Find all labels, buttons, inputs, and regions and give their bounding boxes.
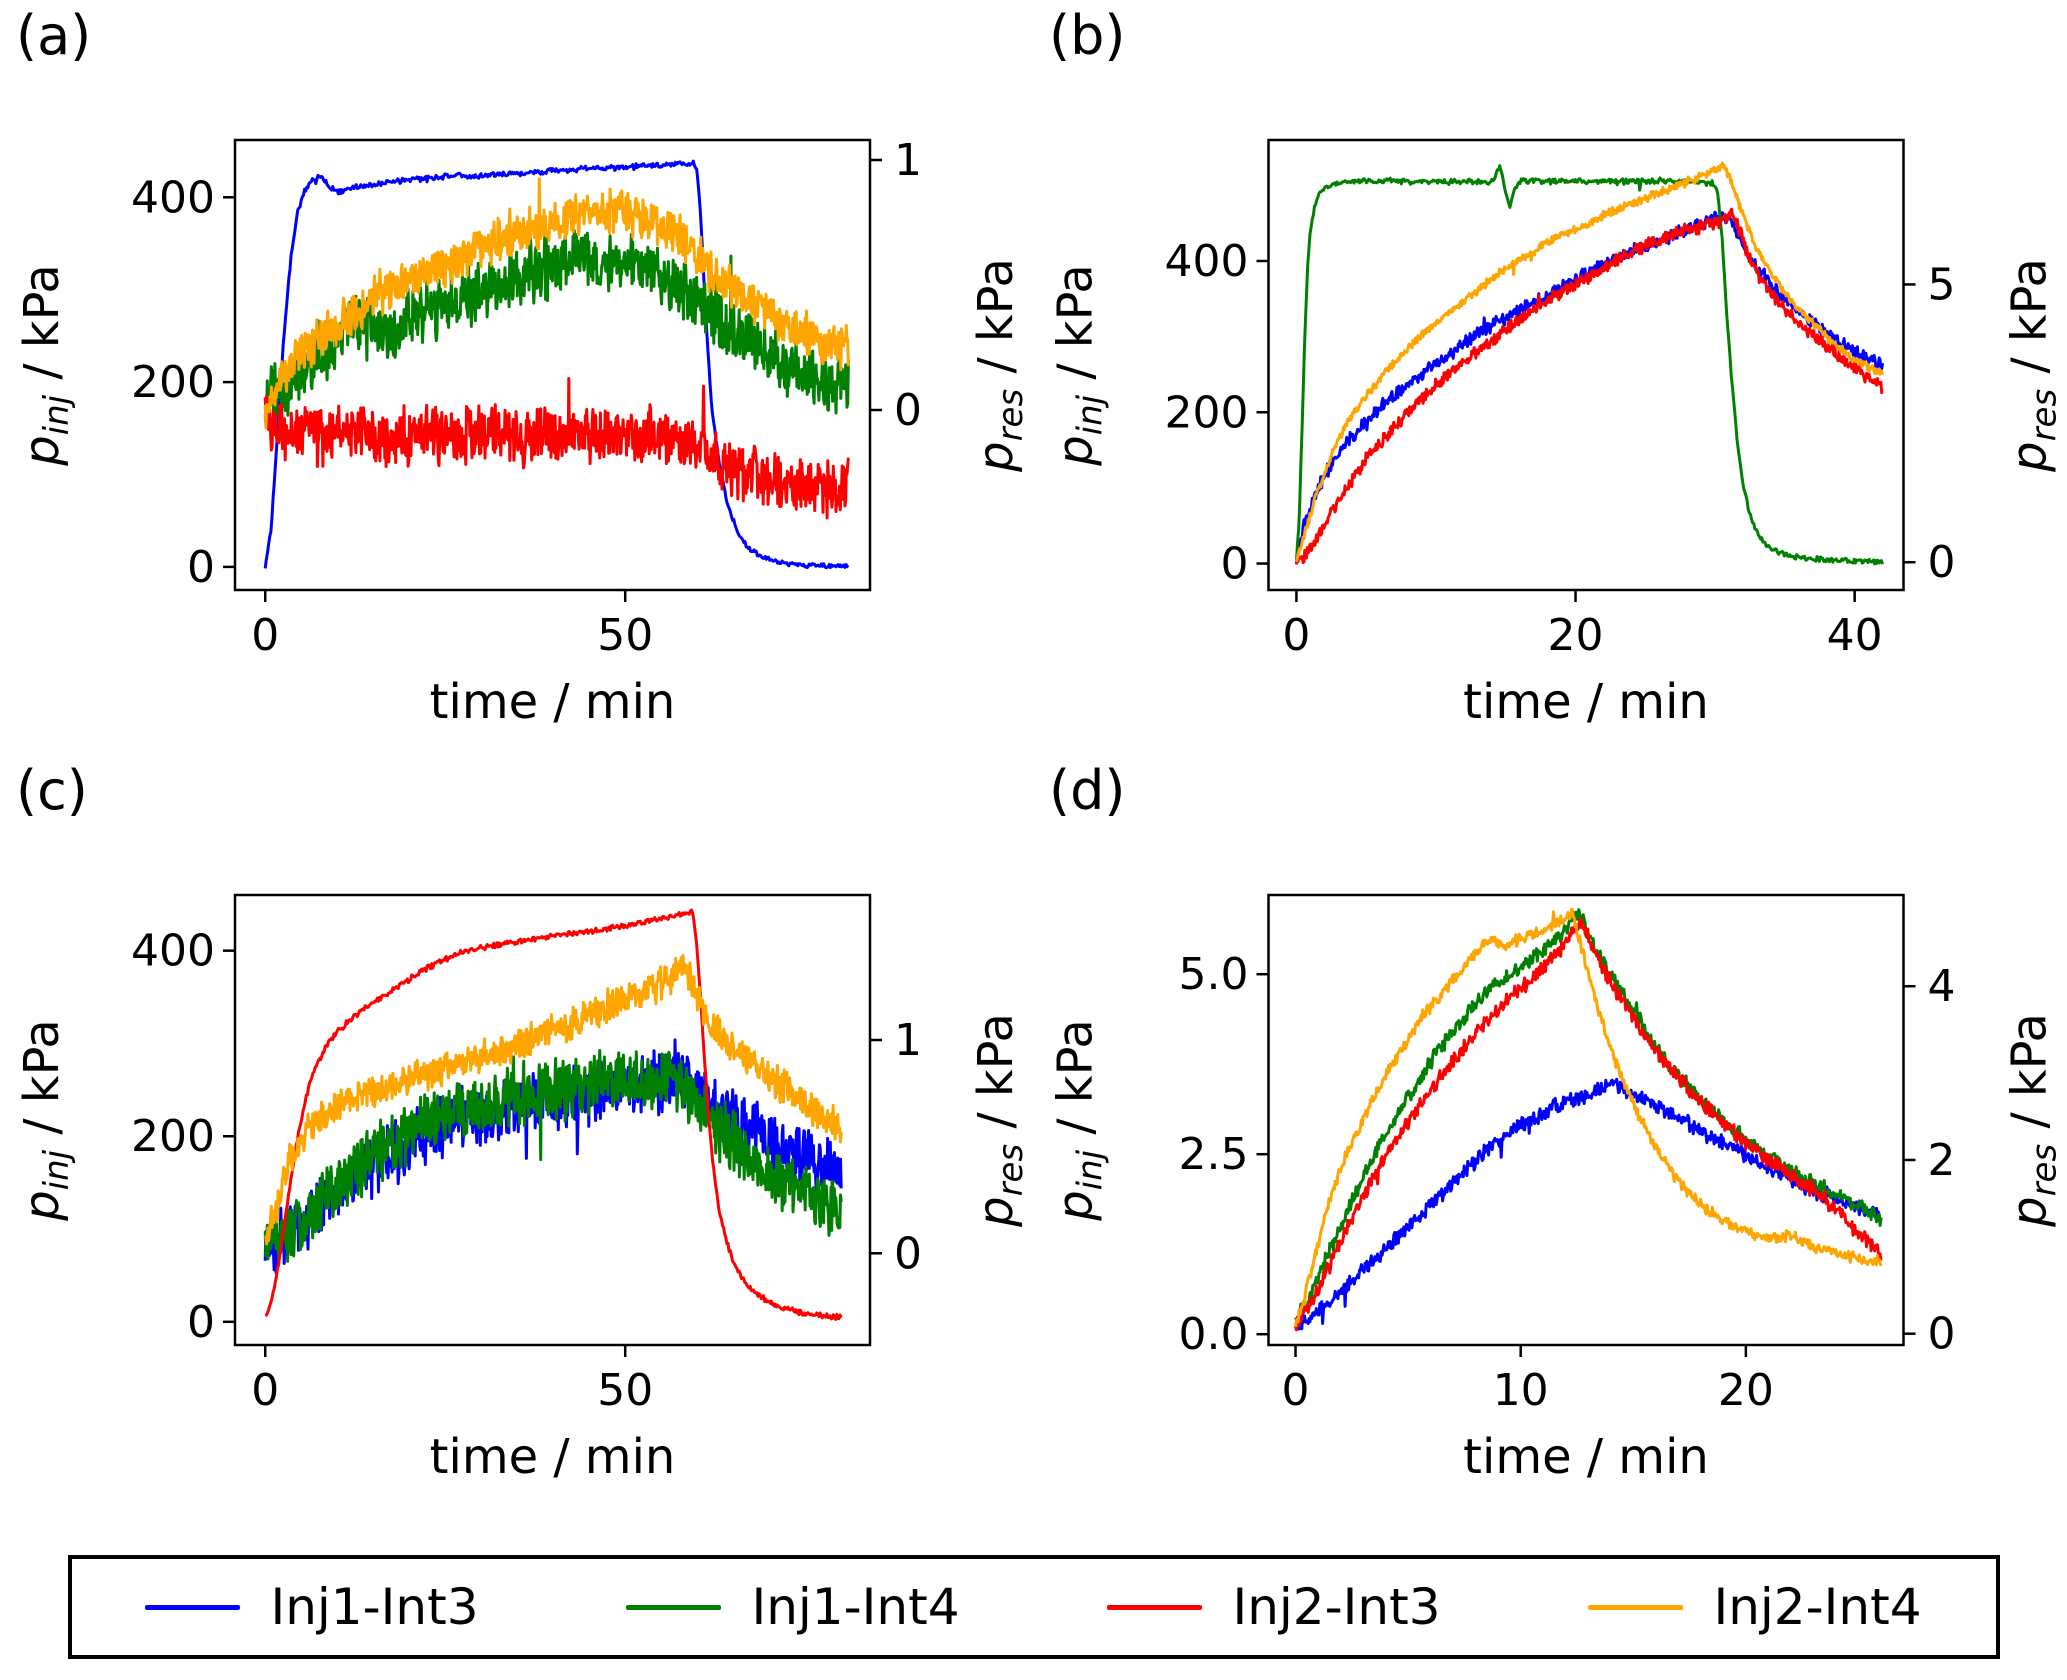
series-Inj2-Int4	[264, 954, 843, 1246]
x-axis-label: time / min	[1463, 674, 1709, 730]
series-Inj1-Int4	[263, 1049, 843, 1263]
x-tick-label: 50	[597, 1365, 653, 1416]
legend-line-green	[626, 1604, 722, 1610]
x-axis-label: time / min	[1463, 1429, 1709, 1485]
y-tick-label-left: 400	[131, 172, 215, 223]
x-tick-label: 0	[251, 1365, 279, 1416]
panel-a: (a) 0 50 0 200 400 0 1 time / min pinj / kPa pres…	[0, 0, 1033, 755]
panel-d-plot: 0 10 20 0.0 2.5 5.0 0 2 4 time / min pinj / kPa pre…	[1048, 893, 2065, 1485]
series-group	[263, 159, 850, 570]
y-tick-label-right: 0	[894, 1228, 922, 1279]
y-tick-label-right: 4	[1928, 961, 1956, 1012]
panel-d-label: (d)	[1049, 759, 1126, 822]
y-tick-label-left: 0	[187, 542, 215, 593]
legend-label-inj2-int4: Inj2-Int4	[1713, 1578, 1922, 1636]
x-tick-label: 0	[1282, 610, 1310, 661]
y-tick-label-right: 1	[894, 135, 922, 186]
y-tick-label-left: 5.0	[1179, 949, 1249, 1000]
series-Inj1-Int4	[1294, 164, 1885, 566]
y-axis-label-left: pinj / kPa	[1048, 1019, 1111, 1222]
panel-d: (d) 0 10 20 0.0 2.5 5.0 0 2 4 time / min pinj / kP…	[1033, 755, 2067, 1510]
series-Inj1-Int3	[1294, 210, 1885, 565]
y-tick-label-left: 200	[1165, 387, 1249, 438]
legend-line-red	[1107, 1604, 1203, 1610]
series-Inj2-Int4	[263, 177, 850, 430]
x-tick-label: 10	[1493, 1365, 1549, 1416]
panel-c: (c) 0 50 0 200 400 0 1 time / min pinj / kPa pres…	[0, 755, 1033, 1510]
series-group	[263, 908, 843, 1321]
y-axis-label-right: pres / kPa	[2002, 258, 2065, 473]
y-tick-label-left: 400	[131, 926, 215, 977]
series-group	[1294, 161, 1885, 566]
y-tick-label-right: 5	[1928, 259, 1956, 310]
panels-grid: (a) 0 50 0 200 400 0 1 time / min pinj / kPa pres…	[0, 0, 2067, 1510]
y-axis-label-left: pinj / kPa	[1048, 264, 1111, 467]
y-tick-label-left: 2.5	[1179, 1129, 1249, 1180]
legend-line-orange	[1588, 1604, 1684, 1610]
series-Inj2-Int4	[1294, 161, 1885, 563]
plot-frame	[1267, 138, 1905, 592]
series-Inj2-Int3	[1294, 917, 1883, 1332]
x-axis-label: time / min	[430, 674, 676, 730]
legend-line-blue	[145, 1604, 241, 1610]
y-tick-label-right: 0	[1928, 1309, 1956, 1360]
legend-label-inj1-int3: Inj1-Int3	[270, 1578, 479, 1636]
y-tick-label-left: 0	[1221, 539, 1249, 590]
legend-item-inj2-int4: Inj2-Int4	[1515, 1578, 1996, 1636]
y-tick-label-left: 400	[1165, 236, 1249, 287]
series-Inj1-Int3	[263, 159, 850, 570]
panel-a-plot: 0 50 0 200 400 0 1 time / min pinj / kPa pres / k…	[14, 135, 1031, 730]
series-Inj2-Int3	[1294, 207, 1884, 565]
series-Inj2-Int3	[264, 908, 843, 1321]
legend-item-inj1-int3: Inj1-Int3	[72, 1578, 553, 1636]
x-tick-label: 40	[1827, 610, 1883, 661]
x-tick-label: 20	[1548, 610, 1604, 661]
series-Inj1-Int3	[1294, 1077, 1883, 1331]
series-Inj2-Int3	[263, 377, 850, 520]
x-tick-label: 0	[1282, 1365, 1310, 1416]
x-tick-label: 50	[597, 610, 653, 661]
y-tick-label-right: 0	[1928, 537, 1956, 588]
panel-c-plot: 0 50 0 200 400 0 1 time / min pinj / kPa pres / k…	[14, 893, 1031, 1485]
legend-label-inj1-int4: Inj1-Int4	[751, 1578, 960, 1636]
legend-box: Inj1-Int3 Inj1-Int4 Inj2-Int3 Inj2-Int4	[67, 1555, 2000, 1659]
y-tick-label-right: 2	[1928, 1135, 1956, 1186]
y-axis-label-left: pinj / kPa	[14, 264, 77, 467]
y-tick-label-left: 200	[131, 1111, 215, 1162]
panel-a-label: (a)	[16, 4, 92, 67]
y-tick-label-left: 0	[187, 1297, 215, 1348]
plot-frame	[233, 138, 872, 592]
y-tick-label-right: 0	[894, 385, 922, 436]
y-tick-label-right: 1	[894, 1015, 922, 1066]
y-axis-label-left: pinj / kPa	[14, 1019, 77, 1222]
panel-b: (b) 0 20 40 0 200 400 0 5 time / min pinj / kPa pr…	[1033, 0, 2067, 755]
panel-b-label: (b)	[1049, 4, 1126, 67]
y-axis-label-right: pres / kPa	[968, 1013, 1031, 1228]
x-tick-label: 0	[251, 610, 279, 661]
legend-item-inj1-int4: Inj1-Int4	[553, 1578, 1034, 1636]
y-tick-label-left: 0.0	[1179, 1309, 1249, 1360]
series-group	[1294, 907, 1883, 1332]
y-axis-label-right: pres / kPa	[968, 258, 1031, 473]
x-axis-label: time / min	[430, 1429, 676, 1485]
legend-label-inj2-int3: Inj2-Int3	[1232, 1578, 1441, 1636]
plot-frame	[233, 893, 872, 1347]
legend-item-inj2-int3: Inj2-Int3	[1034, 1578, 1515, 1636]
x-tick-label: 20	[1718, 1365, 1774, 1416]
y-tick-label-left: 200	[131, 357, 215, 408]
plot-frame	[1267, 893, 1905, 1347]
y-axis-label-right: pres / kPa	[2002, 1013, 2065, 1228]
panel-c-label: (c)	[16, 759, 88, 822]
series-Inj2-Int4	[1294, 907, 1883, 1328]
